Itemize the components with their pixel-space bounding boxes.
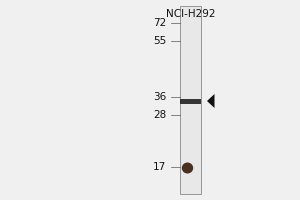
Polygon shape — [207, 94, 214, 108]
Text: 17: 17 — [153, 162, 167, 172]
Ellipse shape — [182, 162, 193, 173]
Text: 55: 55 — [153, 36, 167, 46]
Text: 28: 28 — [153, 110, 167, 120]
Text: 72: 72 — [153, 18, 167, 28]
Text: NCI-H292: NCI-H292 — [166, 9, 215, 19]
Text: 36: 36 — [153, 92, 167, 102]
Bar — [180, 6, 201, 194]
Bar — [180, 98, 201, 104]
